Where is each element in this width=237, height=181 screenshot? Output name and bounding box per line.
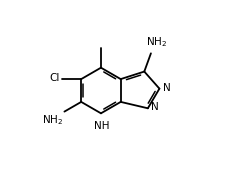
Text: Cl: Cl — [50, 73, 60, 83]
Text: NH$_2$: NH$_2$ — [41, 113, 63, 127]
Text: NH: NH — [94, 121, 109, 131]
Text: N: N — [151, 102, 159, 112]
Text: NH$_2$: NH$_2$ — [146, 35, 167, 49]
Text: N: N — [163, 83, 170, 93]
